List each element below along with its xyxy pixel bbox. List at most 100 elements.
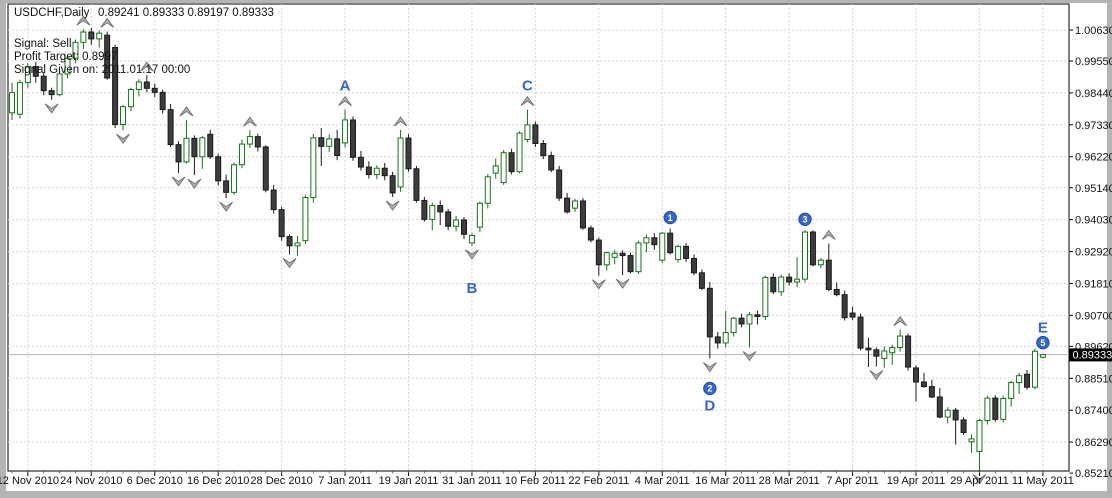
candle-body xyxy=(817,259,824,266)
candle-body xyxy=(524,124,531,140)
candle-body xyxy=(326,138,333,147)
candle-bearish xyxy=(262,145,269,193)
candle-bullish xyxy=(484,173,491,209)
date-axis-label: 31 Jan 2011 xyxy=(442,475,502,487)
candle-body xyxy=(952,409,959,421)
date-axis-label: 29 Apr 2011 xyxy=(950,475,1009,487)
candle-body xyxy=(873,349,880,357)
candle-bullish xyxy=(326,134,333,153)
candle-bearish xyxy=(786,273,793,286)
candle-body xyxy=(453,219,460,227)
wave-badge-circle xyxy=(1036,335,1050,350)
fractal-up-icon xyxy=(179,106,194,117)
candle-bullish xyxy=(635,240,642,274)
candle-body xyxy=(238,143,245,166)
candle-bearish xyxy=(215,153,222,186)
candle-body xyxy=(730,317,737,334)
candle-body xyxy=(127,88,134,108)
candle-bullish xyxy=(476,201,483,233)
candle-body xyxy=(675,245,682,261)
candle-body xyxy=(120,106,127,126)
candle-bearish xyxy=(651,233,658,250)
candle-body xyxy=(302,197,309,242)
candle-bearish xyxy=(112,44,119,128)
price-axis-label: 0.91810 xyxy=(1075,278,1112,290)
candle-bullish xyxy=(468,233,475,246)
date-axis-label: 7 Jan 2011 xyxy=(318,475,372,487)
candle-body xyxy=(207,133,214,158)
candle-body xyxy=(231,164,238,193)
candle-body xyxy=(556,169,563,199)
candle-bullish xyxy=(16,79,23,119)
candle-bearish xyxy=(928,379,935,399)
candle-bullish xyxy=(135,79,142,97)
candle-bullish xyxy=(1031,348,1038,390)
candle-bearish xyxy=(548,151,555,173)
candle-bullish xyxy=(746,311,753,348)
candle-body xyxy=(540,143,547,157)
candle-bearish xyxy=(508,148,515,175)
candle-body xyxy=(1008,382,1015,399)
candle-body xyxy=(960,419,967,434)
fractal-up-icon xyxy=(338,95,352,106)
date-axis-label: 4 Mar 2011 xyxy=(635,475,690,487)
candle-bearish xyxy=(706,282,713,359)
price-axis[interactable]: 1.00630 0.99550 0.98440 0.97330 0.96220 0.951… xyxy=(1069,25,1112,480)
fractal-down-icon xyxy=(972,474,987,485)
candle-body xyxy=(373,167,380,176)
candle-bullish xyxy=(976,418,983,471)
candle-body xyxy=(270,189,277,211)
candle-bullish xyxy=(64,55,71,79)
candle-body xyxy=(421,199,428,220)
current-price-badge: 0.89333 xyxy=(1069,348,1112,362)
wave-badge-1: 1 xyxy=(663,210,677,225)
candle-body xyxy=(976,420,983,453)
candle-bullish xyxy=(183,119,190,164)
candle-body xyxy=(476,202,483,228)
candle-body xyxy=(151,87,158,93)
candle-bearish xyxy=(849,306,856,320)
wave-letter-c: C xyxy=(522,78,533,95)
candle-bearish xyxy=(905,333,912,371)
candle-bearish xyxy=(595,237,602,276)
candle-body xyxy=(690,257,697,274)
signal-profit-target-label: Profit Target: 0.8997 xyxy=(14,51,117,63)
candle-bullish xyxy=(944,407,951,424)
candle-body xyxy=(159,91,166,111)
fractal-down-icon xyxy=(742,351,757,362)
candle-body xyxy=(413,168,420,201)
candle-body xyxy=(865,347,872,351)
price-axis-label: 0.98440 xyxy=(1075,88,1112,100)
candle-bearish xyxy=(809,230,816,267)
date-axis-label: 19 Apr 2011 xyxy=(887,475,946,487)
candle-body xyxy=(167,109,174,146)
chart-plot-area[interactable] xyxy=(7,3,1070,472)
candle-body xyxy=(199,137,206,158)
candle-body xyxy=(619,252,626,257)
candle-body xyxy=(627,255,634,273)
time-axis[interactable]: 12 Nov 2010 24 Nov 2010 6 Dec 2010 16 Dec 2… xyxy=(0,471,1074,487)
candle-bullish xyxy=(1039,354,1046,359)
candle-bearish xyxy=(334,129,341,161)
candle-bearish xyxy=(960,417,967,435)
candle-body xyxy=(48,90,55,96)
chart-symbol-title: USDCHF,Daily xyxy=(14,7,90,19)
candle-bearish xyxy=(698,269,705,291)
fractal-down-icon xyxy=(591,279,606,290)
candle-bullish xyxy=(1008,380,1015,407)
candle-bullish xyxy=(24,63,31,88)
candle-bearish xyxy=(936,387,943,419)
candle-body xyxy=(16,82,23,115)
candle-bullish xyxy=(778,274,785,296)
candle-body xyxy=(104,34,111,79)
candle-bearish xyxy=(913,365,920,402)
candle-bearish xyxy=(714,332,721,349)
candle-body xyxy=(659,232,666,261)
candle-bearish xyxy=(167,103,174,147)
candle-body xyxy=(572,200,579,209)
fractal-down-icon xyxy=(116,133,130,145)
candle-body xyxy=(857,316,864,349)
candle-bullish xyxy=(897,329,904,352)
candle-bullish xyxy=(199,136,206,169)
